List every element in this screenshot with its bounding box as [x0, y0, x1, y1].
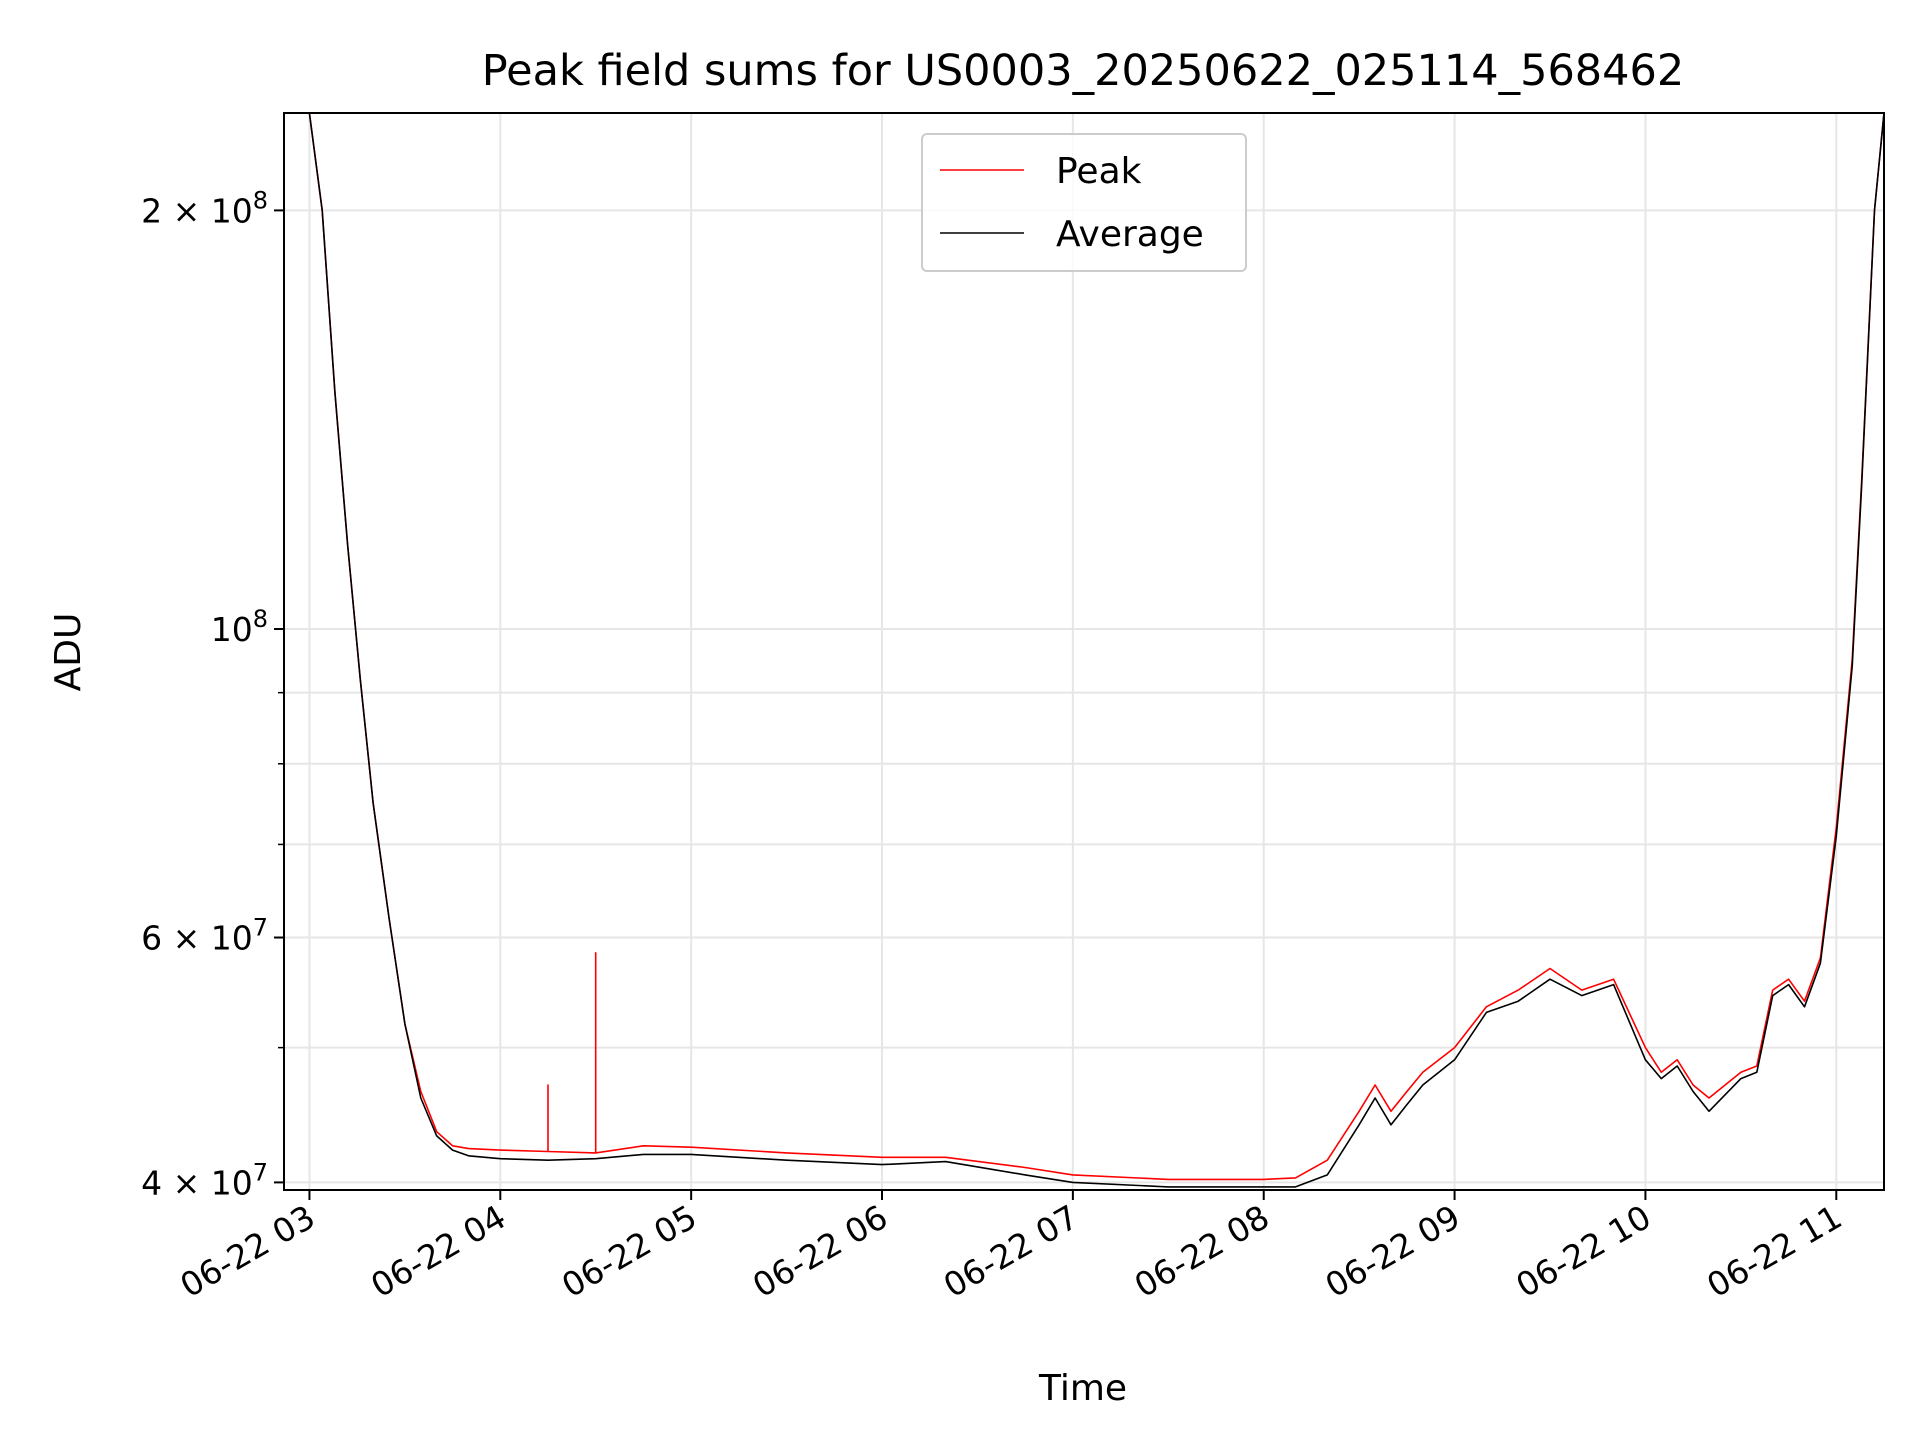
- legend-label-average: Average: [1056, 214, 1204, 255]
- legend-label-peak: Peak: [1056, 151, 1142, 192]
- chart-title: Peak field sums for US0003_20250622_0251…: [482, 46, 1685, 96]
- y-tick-label: 4 × 107: [141, 1158, 268, 1202]
- y-axis-label: ADU: [48, 613, 89, 692]
- legend-box: [921, 133, 1247, 272]
- y-tick-label: 6 × 107: [141, 914, 268, 958]
- plot-series: [284, 112, 1885, 1188]
- legend: Peak Average: [921, 133, 1247, 272]
- series-line-peak: [284, 112, 1885, 1181]
- plot-area-frame: [283, 112, 1885, 1191]
- series-line-average: [284, 112, 1885, 1188]
- y-tick-label: 2 × 108: [141, 186, 268, 230]
- x-axis-label: Time: [1038, 1368, 1127, 1409]
